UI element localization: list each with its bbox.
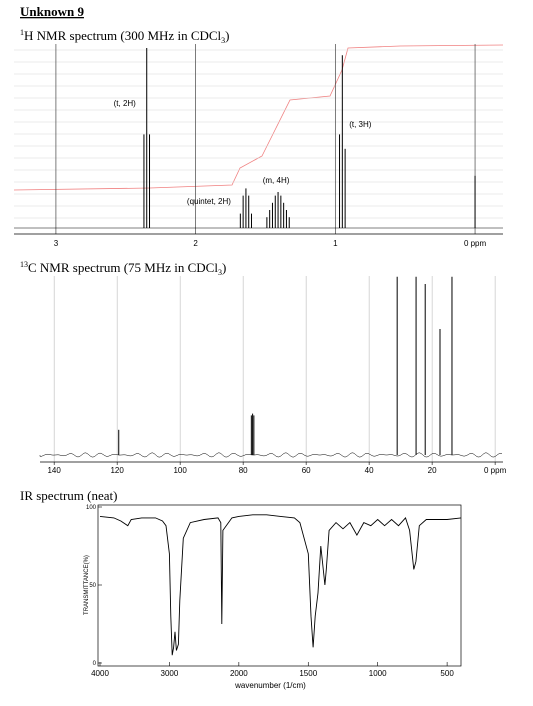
heading-text: H NMR spectrum (300 MHz in CDCl <box>24 28 222 43</box>
peak-label: (t, 3H) <box>349 120 372 129</box>
x-tick-label: 0 ppm <box>484 466 507 475</box>
x-tick-label: 1 <box>333 239 338 248</box>
x-tick-label: 4000 <box>91 669 109 678</box>
x-tick-label: 2 <box>193 239 198 248</box>
peak-label: (quintet, 2H) <box>187 197 231 206</box>
x-axis-label: wavenumber (1/cm) <box>234 681 306 690</box>
x-tick-label: 80 <box>239 466 248 475</box>
sub: 3 <box>221 36 225 45</box>
y-axis-label: TRANSMITTANCE(%) <box>84 555 90 615</box>
y-tick-label: 50 <box>89 583 96 589</box>
title: Unknown 9 <box>20 4 84 19</box>
x-tick-label: 120 <box>110 466 124 475</box>
x-tick-label: 60 <box>302 466 311 475</box>
sup: 13 <box>20 260 28 269</box>
x-tick-label: 40 <box>365 466 374 475</box>
x-tick-label: 20 <box>428 466 437 475</box>
noise-baseline <box>39 452 503 458</box>
y-tick-label: 100 <box>86 505 97 511</box>
h-nmr-heading: 1H NMR spectrum (300 MHz in CDCl3) <box>20 28 230 45</box>
c-nmr-heading: 13C NMR spectrum (75 MHz in CDCl3) <box>20 260 226 277</box>
peak-label: (t, 2H) <box>114 99 137 108</box>
ir-heading: IR spectrum (neat) <box>20 488 117 503</box>
x-tick-label: 100 <box>173 466 187 475</box>
plot-frame <box>97 504 462 667</box>
x-tick-label: 0 ppm <box>464 239 487 248</box>
x-tick-label: 1500 <box>299 669 317 678</box>
x-tick-label: 140 <box>47 466 61 475</box>
sup: 1 <box>20 28 24 37</box>
ir-trace <box>99 514 462 656</box>
x-tick-label: 500 <box>440 669 454 678</box>
heading-end: ) <box>225 28 229 43</box>
x-tick-label: 3000 <box>161 669 179 678</box>
x-tick-label: 1000 <box>369 669 387 678</box>
x-tick-label: 3 <box>54 239 59 248</box>
x-tick-label: 2000 <box>230 669 248 678</box>
y-tick-label: 0 <box>93 661 97 667</box>
heading-text: C NMR spectrum (75 MHz in CDCl <box>28 260 218 275</box>
sub: 3 <box>218 268 222 277</box>
heading-end: ) <box>222 260 226 275</box>
integration-curve <box>13 44 504 191</box>
peak-label: (m, 4H) <box>263 176 290 185</box>
